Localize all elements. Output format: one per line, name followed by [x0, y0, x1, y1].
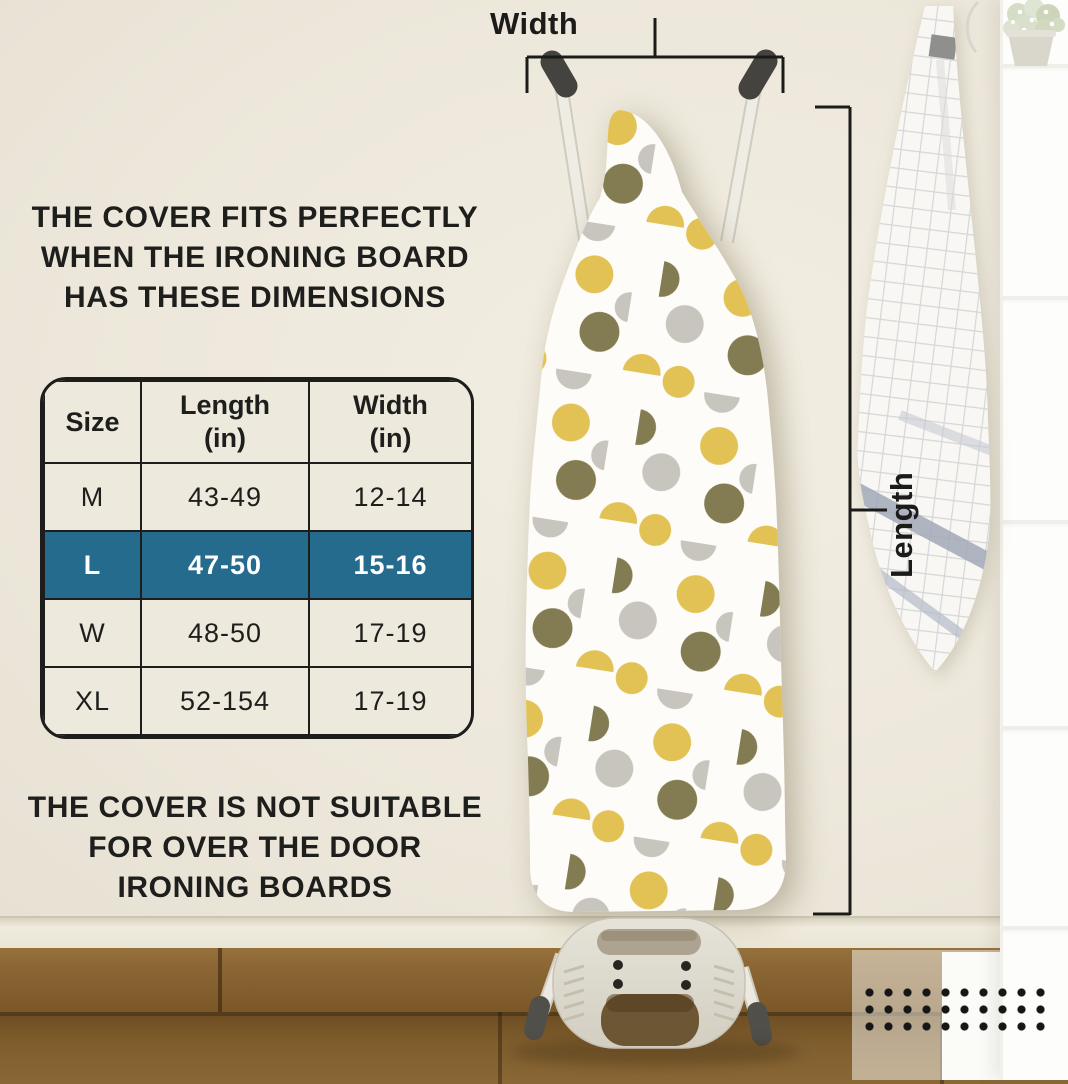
- size-chart-header-row: Size Length (in) Width (in): [43, 380, 471, 464]
- hanging-towel: [857, 6, 991, 672]
- length-bracket: [813, 105, 887, 916]
- plant: [965, 0, 1065, 66]
- leg-foot: [747, 1002, 772, 1046]
- footnote: THE COVER IS NOT SUITABLE FOR OVER THE D…: [14, 788, 496, 908]
- headline-line: THE COVER FITS PERFECTLY: [31, 201, 479, 234]
- column-header-size: Size: [43, 380, 142, 464]
- cell-size: W: [43, 598, 142, 668]
- length-dimension-label: Length: [884, 471, 919, 578]
- wire-decor: [965, 0, 980, 53]
- cell-width: 17-19: [308, 598, 471, 668]
- width-dimension-label: Width: [490, 6, 579, 41]
- column-header-length: Length (in): [140, 380, 310, 464]
- shelf-edge: [1003, 520, 1068, 524]
- cell-size: XL: [43, 666, 142, 736]
- size-chart: Size Length (in) Width (in) M 43-49 12-1…: [40, 377, 474, 739]
- iron-rest-base: [552, 917, 746, 1049]
- footnote-line: FOR OVER THE DOOR: [88, 831, 422, 864]
- dot-grid-decoration: [860, 984, 1048, 1034]
- cell-width: 12-14: [308, 462, 471, 532]
- leg-foot-cap: [738, 49, 778, 100]
- floor-shadow: [510, 1038, 800, 1066]
- cell-size: M: [43, 462, 142, 532]
- headline-line: HAS THESE DIMENSIONS: [63, 281, 447, 314]
- footnote-line: IRONING BOARDS: [117, 871, 393, 904]
- headline: THE COVER FITS PERFECTLY WHEN THE IRONIN…: [14, 198, 496, 318]
- cell-size: L: [43, 530, 142, 600]
- shelf-edge: [1003, 726, 1068, 730]
- cell-length: 52-154: [140, 666, 310, 736]
- cell-width: 17-19: [308, 666, 471, 736]
- ironing-board-legs-bottom: [524, 952, 772, 1046]
- shelf-edge: [1003, 926, 1068, 930]
- table-row-w: W 48-50 17-19: [43, 598, 471, 668]
- baseboard: [0, 916, 1068, 950]
- table-row-xl: XL 52-154 17-19: [43, 666, 471, 736]
- shelf-unit: [1000, 0, 1068, 1080]
- footnote-line: THE COVER IS NOT SUITABLE: [27, 791, 483, 824]
- cell-width: 15-16: [308, 530, 471, 600]
- leg-foot-cap: [540, 50, 578, 98]
- cell-length: 47-50: [140, 530, 310, 600]
- ironing-board-legs-top: [540, 49, 778, 260]
- headline-line: WHEN THE IRONING BOARD: [40, 241, 470, 274]
- cell-length: 48-50: [140, 598, 310, 668]
- shelf-edge: [1003, 296, 1068, 300]
- leg-foot: [524, 996, 550, 1040]
- table-row-m: M 43-49 12-14: [43, 462, 471, 532]
- base-ridges: [563, 964, 735, 1022]
- width-bracket: [525, 18, 785, 93]
- polka-dot-pattern: [525, 110, 787, 913]
- base-mount-holes: [613, 960, 691, 990]
- table-row-l: L 47-50 15-16: [43, 530, 471, 600]
- ironing-board: [525, 110, 787, 913]
- column-header-width: Width (in): [308, 380, 471, 464]
- cell-length: 43-49: [140, 462, 310, 532]
